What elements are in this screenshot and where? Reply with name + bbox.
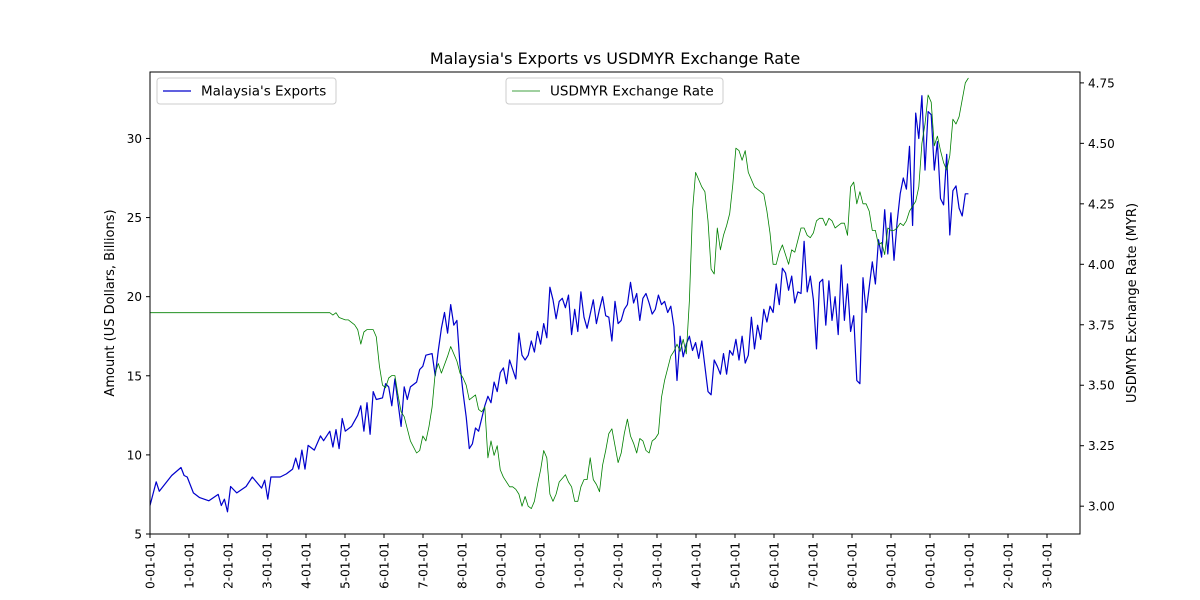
x-tick-label: 1-01-01 xyxy=(573,542,587,589)
usdmyr-line xyxy=(150,77,969,510)
x-tick-label: 6-01-01 xyxy=(768,542,782,589)
x-tick-label: 9-01-01 xyxy=(885,542,899,589)
legend-exports: Malaysia's Exports xyxy=(156,77,337,105)
x-tick-label: 3-01-01 xyxy=(1041,542,1055,589)
x-tick-label: 1-01-01 xyxy=(183,542,197,589)
legend-exports-frame xyxy=(156,77,337,105)
right-y-tick-label: 4.00 xyxy=(1088,258,1115,272)
right-y-tick-label: 3.00 xyxy=(1088,500,1115,514)
x-tick-label: 3-01-01 xyxy=(651,542,665,589)
x-tick-label: 1-01-01 xyxy=(963,542,977,589)
legend-usdmyr: USDMYR Exchange Rate xyxy=(505,77,724,105)
left-axis-label: Amount (US Dollars, Billions) xyxy=(103,209,118,396)
legend-exports-label: Malaysia's Exports xyxy=(201,84,326,100)
x-tick-label: 5-01-01 xyxy=(339,542,353,589)
x-tick-label: 0-01-01 xyxy=(924,542,938,589)
legend-usdmyr-frame xyxy=(505,77,724,105)
right-y-tick-label: 4.25 xyxy=(1088,197,1115,211)
left-y-tick-label: 25 xyxy=(127,211,142,225)
axes-layer: 5 10 15 20 25 30 3.00 3.25 3.50 3.75 4.00 4.25 4.50 4… xyxy=(127,71,1115,589)
x-tick-label: 9-01-01 xyxy=(495,542,509,589)
right-y-tick-label: 4.75 xyxy=(1088,76,1115,90)
right-y-tick-label: 4.50 xyxy=(1088,137,1115,151)
x-tick-label: 8-01-01 xyxy=(456,542,470,589)
right-y-tick-label: 3.50 xyxy=(1088,379,1115,393)
x-tick-label: 4-01-01 xyxy=(690,542,704,589)
x-tick-label: 8-01-01 xyxy=(846,542,860,589)
left-y-tick-label: 30 xyxy=(127,132,142,146)
x-tick-label: 4-01-01 xyxy=(300,542,314,589)
x-tick-label: 0-01-01 xyxy=(534,542,548,589)
x-tick-label: 6-01-01 xyxy=(378,542,392,589)
chart-title: Malaysia's Exports vs USDMYR Exchange Ra… xyxy=(430,49,800,68)
x-tick-label: 7-01-01 xyxy=(417,542,431,589)
left-y-tick-label: 5 xyxy=(134,528,142,542)
plot-frame xyxy=(149,71,1081,535)
right-y-tick-label: 3.25 xyxy=(1088,439,1115,453)
exports-line xyxy=(149,95,969,513)
legend-usdmyr-label: USDMYR Exchange Rate xyxy=(550,84,714,100)
x-tick-label: 3-01-01 xyxy=(261,542,275,589)
right-y-tick-label: 3.75 xyxy=(1088,318,1115,332)
right-axis-label: USDMYR Exchange Rate (MYR) xyxy=(1125,203,1140,403)
left-y-tick-label: 10 xyxy=(127,448,142,462)
lines-layer xyxy=(149,77,969,513)
x-tick-label: 2-01-01 xyxy=(612,542,626,589)
x-tick-label: 2-01-01 xyxy=(222,542,236,589)
left-y-tick-label: 20 xyxy=(127,290,142,304)
x-tick-label: 5-01-01 xyxy=(729,542,743,589)
x-tick-label: 2-01-01 xyxy=(1002,542,1016,589)
left-y-tick-label: 15 xyxy=(127,369,142,383)
x-tick-label: 0-01-01 xyxy=(144,542,158,589)
x-tick-label: 7-01-01 xyxy=(807,542,821,589)
